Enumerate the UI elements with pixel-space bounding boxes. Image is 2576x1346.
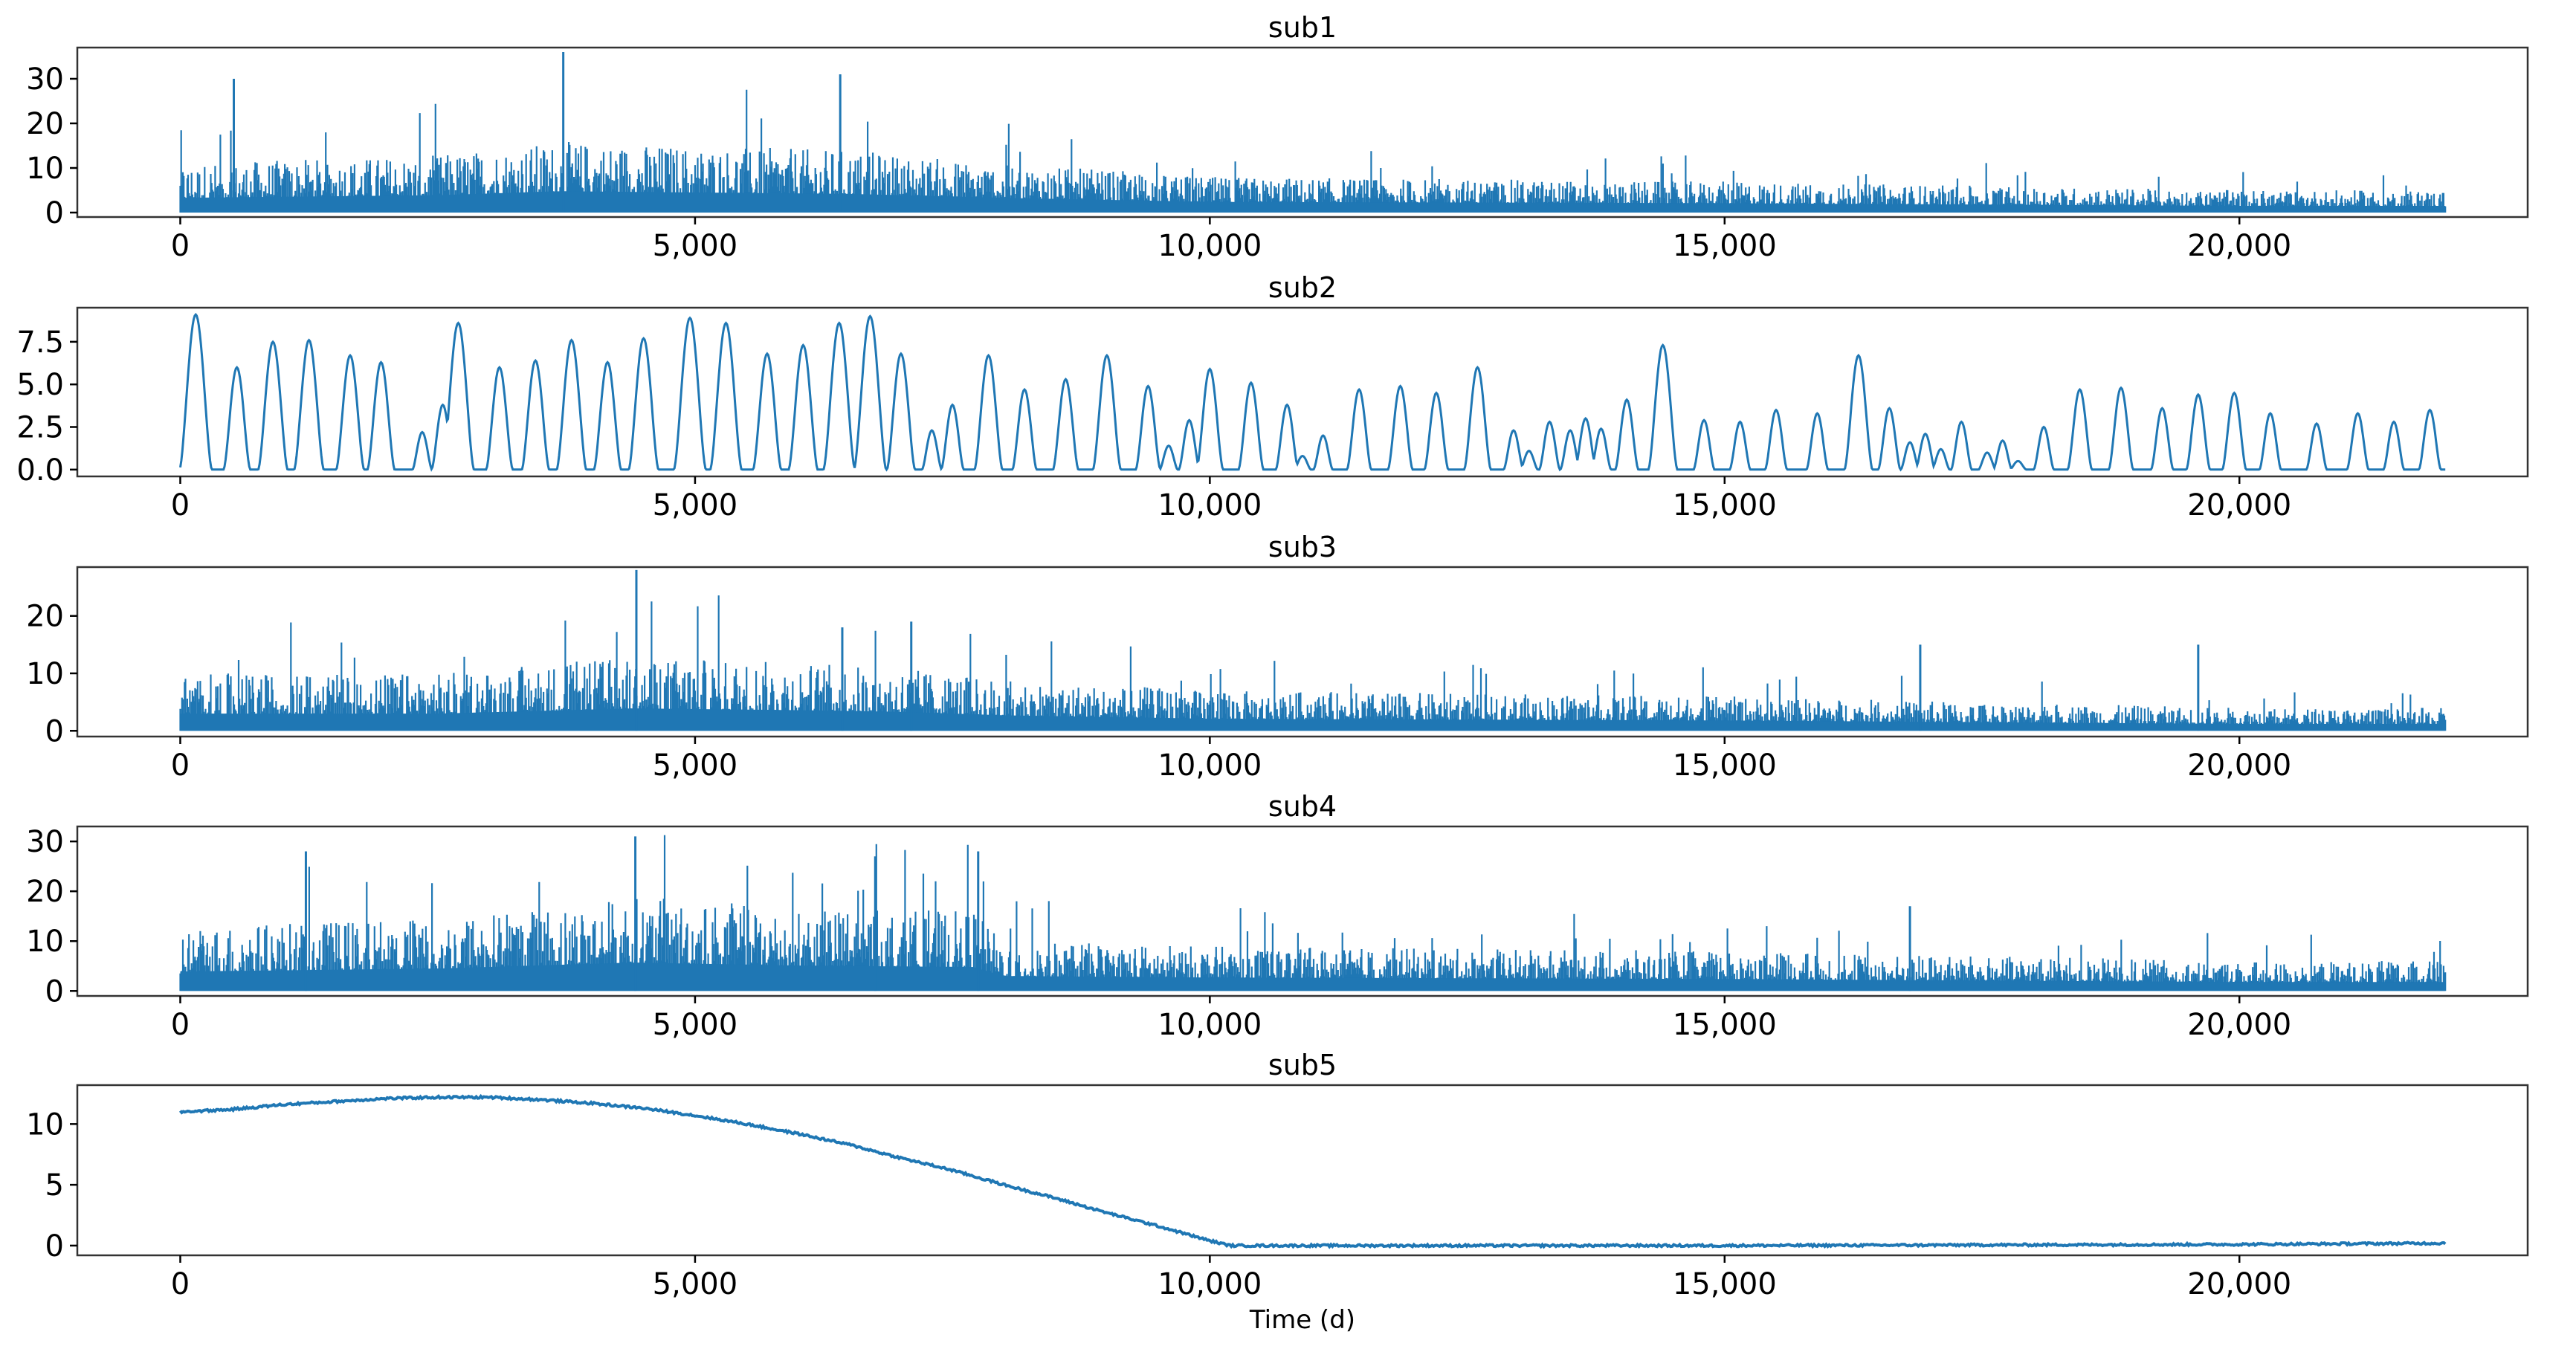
y-tick-label: 0 bbox=[45, 196, 64, 230]
subplot-5: sub5 0 5,000 10,000 15,000 20,000 0 5 10 Time (d) bbox=[26, 1049, 2529, 1335]
x-tick-label: 20,000 bbox=[2187, 1008, 2291, 1042]
subplot-title: sub4 bbox=[1268, 790, 1337, 823]
plot-frame bbox=[76, 306, 2529, 478]
plot-frame bbox=[76, 46, 2529, 219]
subplot-title: sub2 bbox=[1268, 271, 1337, 304]
x-tick-label: 20,000 bbox=[2187, 1267, 2291, 1301]
x-tick-label: 0 bbox=[171, 748, 190, 783]
x-tick-label: 15,000 bbox=[1673, 1267, 1777, 1301]
x-tick-label: 10,000 bbox=[1158, 488, 1262, 522]
y-tick-label: 30 bbox=[26, 825, 64, 859]
series-band bbox=[180, 191, 2446, 213]
y-tick-label: 10 bbox=[26, 925, 64, 959]
series-line bbox=[179, 312, 2446, 472]
x-tick-label: 10,000 bbox=[1158, 1008, 1262, 1042]
x-tick-label: 0 bbox=[171, 229, 190, 263]
x-axis-label: Time (d) bbox=[1249, 1305, 1355, 1335]
x-tick-label: 5,000 bbox=[653, 229, 738, 263]
y-tick-label: 0 bbox=[45, 1229, 64, 1264]
x-tick-label: 5,000 bbox=[653, 1008, 738, 1042]
series-line bbox=[179, 595, 2447, 731]
plot-frame bbox=[76, 1084, 2529, 1257]
y-tick-label: 5 bbox=[45, 1168, 64, 1203]
y-tick-label: 0.0 bbox=[16, 453, 64, 488]
y-tick-label: 10 bbox=[26, 152, 64, 186]
subplot-title: sub3 bbox=[1268, 531, 1337, 563]
series-line bbox=[178, 1093, 2447, 1249]
x-tick-label: 5,000 bbox=[653, 1267, 738, 1301]
subplot-2: sub2 0 5,000 10,000 15,000 20,000 0.0 2.5 5.0 7.5 bbox=[16, 271, 2529, 522]
y-tick-label: 10 bbox=[26, 1107, 64, 1142]
y-tick-label: 0 bbox=[45, 974, 64, 1009]
y-tick-label: 20 bbox=[26, 600, 64, 634]
x-tick-label: 15,000 bbox=[1673, 1008, 1777, 1042]
x-tick-label: 20,000 bbox=[2187, 229, 2291, 263]
subplot-title: sub5 bbox=[1268, 1049, 1337, 1081]
x-tick-label: 20,000 bbox=[2187, 488, 2291, 522]
series-band bbox=[180, 708, 2446, 731]
subplot-1: sub1 0 5,000 10,000 15,000 20,000 0 10 20 30 bbox=[26, 11, 2529, 263]
plot-frame bbox=[76, 825, 2529, 997]
x-tick-label: 10,000 bbox=[1158, 1267, 1262, 1301]
x-tick-label: 15,000 bbox=[1673, 229, 1777, 263]
x-tick-label: 15,000 bbox=[1673, 488, 1777, 522]
y-tick-label: 30 bbox=[26, 62, 64, 97]
y-tick-label: 5.0 bbox=[16, 368, 64, 402]
subplot-4: sub4 0 5,000 10,000 15,000 20,000 0 10 20 30 bbox=[26, 790, 2529, 1042]
y-tick-label: 0 bbox=[45, 714, 64, 748]
subplot-3: sub3 0 5,000 10,000 15,000 20,000 0 10 20 bbox=[26, 531, 2529, 783]
plot-frame bbox=[76, 566, 2529, 738]
x-tick-label: 20,000 bbox=[2187, 748, 2291, 783]
y-tick-label: 20 bbox=[26, 107, 64, 141]
x-tick-label: 10,000 bbox=[1158, 229, 1262, 263]
y-tick-label: 7.5 bbox=[16, 326, 64, 360]
x-tick-label: 0 bbox=[171, 488, 190, 522]
x-tick-label: 5,000 bbox=[653, 488, 738, 522]
x-tick-label: 5,000 bbox=[653, 748, 738, 783]
x-tick-label: 15,000 bbox=[1673, 748, 1777, 783]
series-band bbox=[180, 962, 2446, 991]
subplot-title: sub1 bbox=[1268, 11, 1337, 44]
x-tick-label: 0 bbox=[171, 1267, 190, 1301]
x-tick-label: 0 bbox=[171, 1008, 190, 1042]
y-tick-label: 2.5 bbox=[16, 411, 64, 445]
y-tick-label: 10 bbox=[26, 657, 64, 691]
y-tick-label: 20 bbox=[26, 875, 64, 909]
x-tick-label: 10,000 bbox=[1158, 748, 1262, 783]
